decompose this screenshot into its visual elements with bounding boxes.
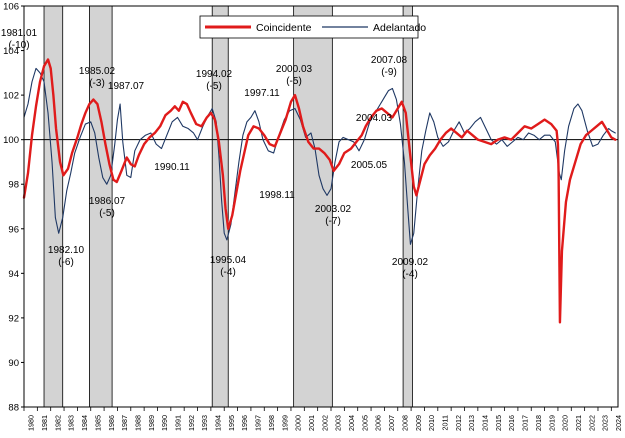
x-tick-label: 2022	[587, 415, 596, 431]
annotation-date: 1981.01	[1, 28, 38, 39]
annotation-date: 2005.05	[351, 160, 388, 171]
y-axis: 88 90 92 94 96 98 100 102 104 106	[3, 2, 24, 414]
x-tick-label: 1990	[160, 415, 169, 431]
x-tick-label: 1997	[254, 415, 263, 431]
x-tick-label: 2002	[320, 415, 329, 431]
series-line-coincidente	[22, 58, 617, 324]
annotation-phase: (-3)	[89, 78, 105, 89]
x-tick-label: 1996	[240, 415, 249, 431]
annotation-date: 1982.10	[48, 245, 85, 256]
x-tick-label: 1980	[27, 415, 36, 431]
y-tick-label: 92	[8, 313, 19, 324]
x-tick-label: 1985	[93, 415, 102, 431]
annotation-date: 1990.11	[154, 162, 190, 173]
x-tick-label: 1998	[267, 415, 276, 431]
annotation-date: 1994.02	[196, 69, 233, 80]
x-tick-label: 2014	[481, 415, 490, 431]
x-tick-label: 1993	[200, 415, 209, 431]
x-tick-label: 2023	[601, 415, 610, 431]
x-tick-label: 2012	[454, 415, 463, 431]
x-tick-label: 2019	[547, 415, 556, 431]
x-tick-label: 2006	[374, 415, 383, 431]
y-tick-label: 90	[8, 358, 19, 369]
annotation-phase: (-5)	[286, 76, 302, 87]
x-axis: 1980 1981 1982 1983 1984 1985 1986 1987 1988 1989…	[23, 407, 623, 431]
annotation-date: 1985.02	[79, 66, 116, 77]
x-tick-label: 1995	[227, 415, 236, 431]
legend: Coincidente Adelantado	[199, 15, 426, 39]
x-tick-label: 1999	[280, 415, 289, 431]
recession-band	[43, 5, 64, 408]
x-tick-label: 1982	[53, 415, 62, 431]
y-tick-label: 102	[3, 91, 19, 102]
x-tick-label: 2009	[414, 415, 423, 431]
legend-label-coincidente: Coincidente	[256, 22, 312, 34]
x-tick-label: 2020	[561, 415, 570, 431]
annotation-date: 2009.02	[392, 257, 429, 268]
x-tick-label: 2013	[467, 415, 476, 431]
x-tick-label: 2000	[294, 415, 303, 431]
y-tick-label: 104	[3, 46, 19, 57]
y-tick-label: 88	[8, 403, 19, 414]
y-tick-label: 100	[3, 135, 19, 146]
annotation-date: 1987.07	[108, 81, 145, 92]
x-tick-label: 1988	[133, 415, 142, 431]
annotation-phase: (-4)	[220, 267, 236, 278]
x-tick-label: 2024	[614, 415, 623, 431]
annotation-phase: (-5)	[99, 208, 115, 219]
x-tick-label: 1983	[67, 415, 76, 431]
annotation-phase: (-6)	[58, 257, 74, 268]
x-tick-label: 2003	[334, 415, 343, 431]
annotation-date: 2000.03	[276, 64, 313, 75]
annotation-phase: (-10)	[8, 40, 29, 51]
x-tick-label: 2017	[521, 415, 530, 431]
annotation-date: 2004.03	[356, 113, 393, 124]
y-tick-label: 94	[8, 269, 19, 280]
x-tick-label: 2007	[387, 415, 396, 431]
x-tick-label: 1987	[120, 415, 129, 431]
x-tick-label: 2005	[360, 415, 369, 431]
annotation-date: 1998.11	[259, 190, 295, 201]
annotation-phase: (-9)	[381, 67, 397, 78]
x-tick-label: 1984	[80, 415, 89, 431]
x-tick-label: 2011	[440, 415, 449, 430]
x-tick-label: 2015	[494, 415, 503, 431]
y-tick-label: 96	[8, 224, 19, 235]
annotation-date: 1995.04	[210, 255, 247, 266]
x-tick-label: 2004	[347, 415, 356, 431]
x-tick-label: 1989	[147, 415, 156, 431]
y-tick-label: 106	[3, 2, 19, 13]
x-tick-label: 2018	[534, 415, 543, 431]
annotation-date: 2003.02	[315, 204, 352, 215]
x-tick-label: 2001	[307, 415, 316, 431]
legend-box	[199, 15, 419, 39]
y-tick-label: 98	[8, 180, 19, 191]
recession-band	[293, 5, 333, 408]
x-tick-label: 1986	[107, 415, 116, 431]
series-line-adelantado	[23, 67, 616, 245]
plot-area-frame	[23, 5, 619, 408]
series-lines	[22, 58, 617, 324]
x-tick-label: 2016	[507, 415, 516, 431]
x-tick-label: 2021	[574, 415, 583, 431]
annotation-phase: (-4)	[402, 269, 418, 280]
legend-label-adelantado: Adelantado	[373, 22, 426, 34]
x-tick-label: 1992	[187, 415, 196, 431]
annotation-date: 1997.11	[244, 88, 280, 99]
annotation-phase: (-7)	[325, 216, 341, 227]
annotations: 1981.01(-10) 1982.10(-6) 1985.02(-3) 1986.0…	[1, 28, 429, 280]
annotation-date: 2007.08	[371, 55, 408, 66]
x-tick-label: 1994	[214, 415, 223, 431]
annotation-date: 1986.07	[89, 196, 126, 207]
annotation-phase: (-5)	[206, 81, 222, 92]
x-tick-label: 1981	[40, 415, 49, 431]
x-tick-label: 2008	[400, 415, 409, 431]
x-tick-label: 2010	[427, 415, 436, 431]
x-tick-label: 1991	[174, 415, 183, 431]
